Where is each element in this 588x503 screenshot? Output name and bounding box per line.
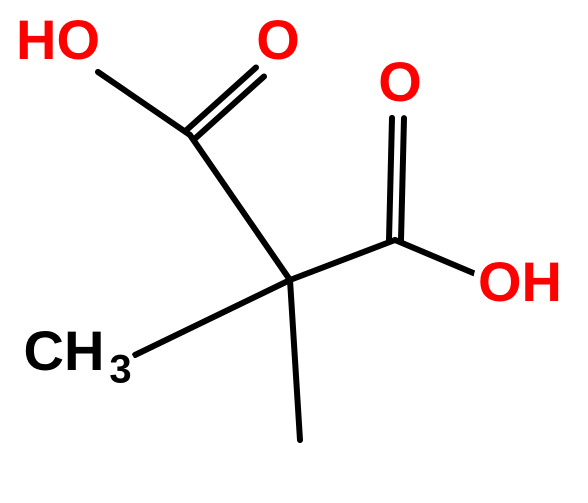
atom-label: O bbox=[378, 50, 422, 113]
molecule-diagram: HO O O OH CH3 bbox=[0, 0, 588, 503]
atom-label: CH bbox=[24, 319, 105, 382]
atom-label: O bbox=[256, 8, 300, 71]
svg-text:3: 3 bbox=[109, 347, 131, 391]
atom-label: OH bbox=[478, 250, 562, 313]
atom-label: HO bbox=[16, 8, 100, 71]
